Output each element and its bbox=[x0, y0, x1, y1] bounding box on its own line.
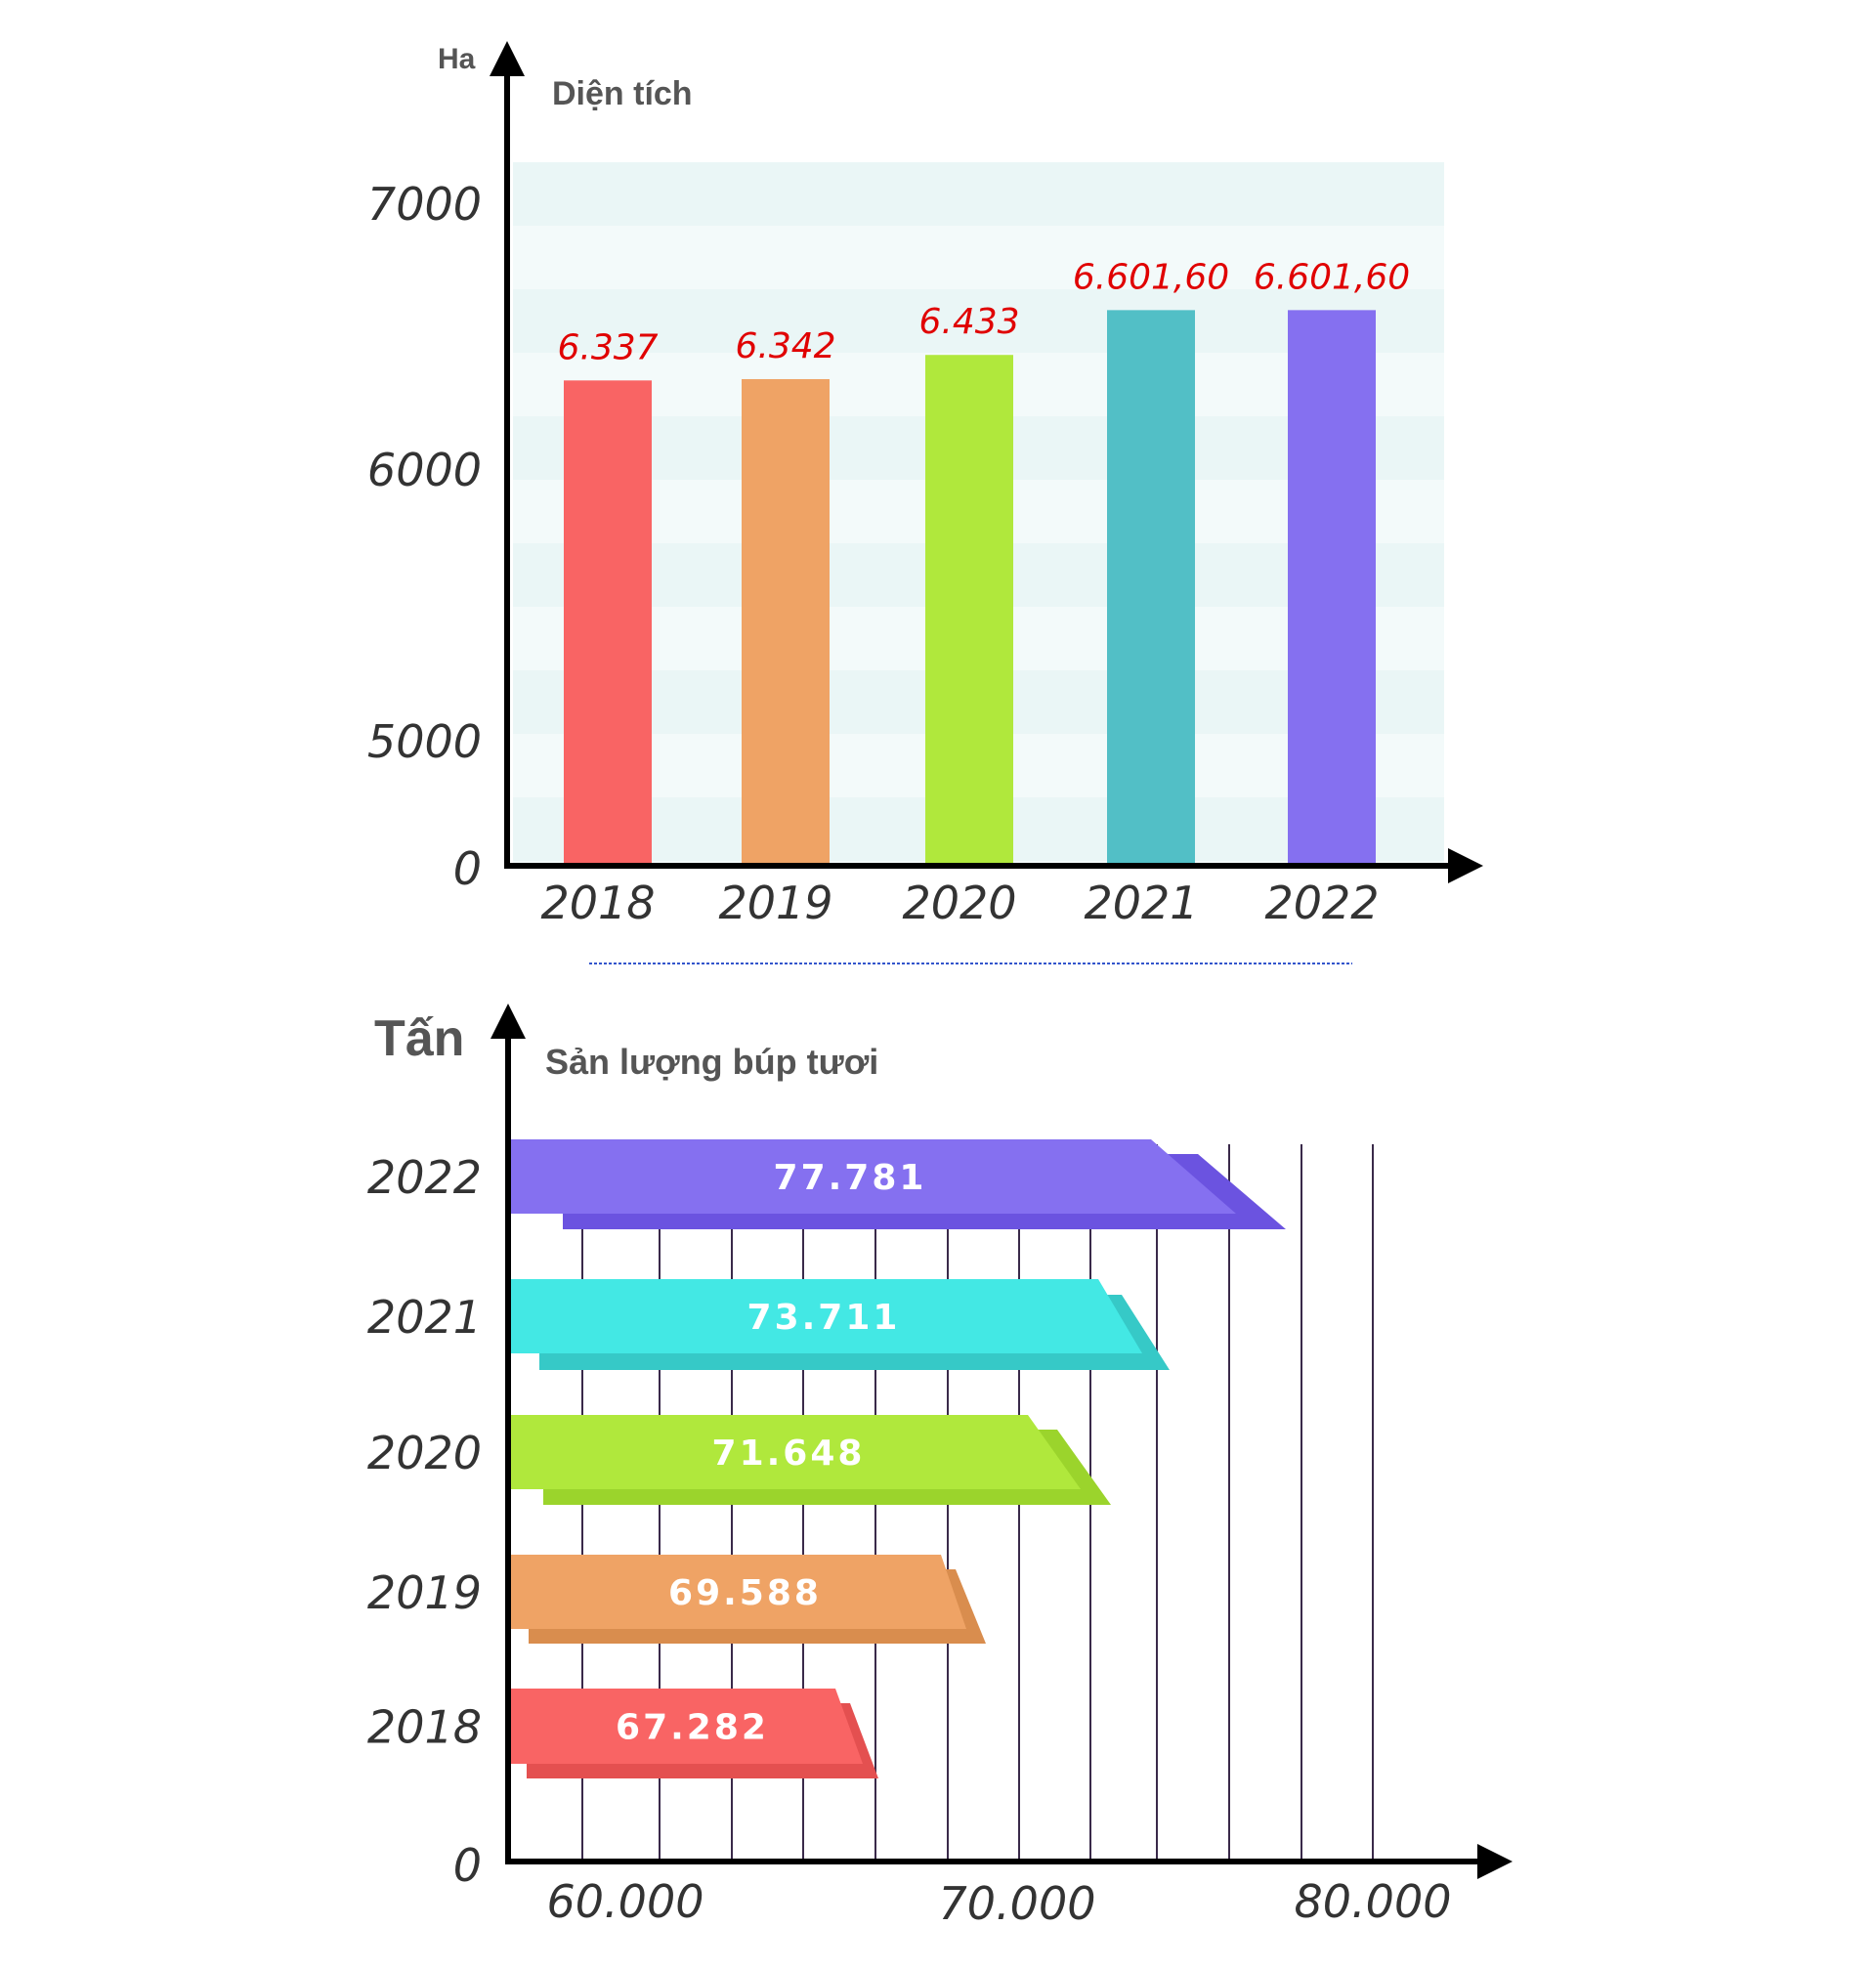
data-label: 6.342 bbox=[735, 326, 835, 366]
y-tick-label: 2020 bbox=[367, 1427, 482, 1479]
y-tick-label: 7000 bbox=[367, 178, 482, 231]
x-tick-label: 80.000 bbox=[1295, 1875, 1452, 1928]
data-label: 6.433 bbox=[918, 302, 1019, 342]
plot-stripe bbox=[513, 162, 1444, 226]
chart-title: Sản lượng búp tươi bbox=[545, 1042, 878, 1082]
data-label: 69.588 bbox=[668, 1573, 822, 1613]
bar-2018 bbox=[564, 380, 652, 864]
bar-2020 bbox=[510, 1415, 1081, 1489]
y-tick-label: 5000 bbox=[367, 715, 482, 768]
x-tick-label: 2018 bbox=[540, 877, 655, 929]
y-tick-label: 6000 bbox=[367, 444, 482, 496]
y-unit-label: Ha bbox=[438, 43, 476, 75]
data-label: 6.601,60 bbox=[1254, 257, 1410, 297]
y-tick-label: 0 bbox=[453, 842, 482, 895]
data-label: 71.648 bbox=[712, 1434, 866, 1474]
y-tick-label: 2021 bbox=[367, 1291, 482, 1344]
origin-label: 0 bbox=[453, 1839, 482, 1892]
x-tick-label: 2022 bbox=[1264, 877, 1379, 929]
x-tick-label: 2021 bbox=[1084, 877, 1198, 929]
y-tick-label: 2019 bbox=[367, 1566, 482, 1619]
data-label: 77.781 bbox=[774, 1158, 927, 1198]
data-label: 67.282 bbox=[616, 1708, 769, 1748]
y-tick-label: 2022 bbox=[367, 1151, 482, 1204]
x-tick-label: 60.000 bbox=[547, 1875, 704, 1928]
y-unit-label: Tấn bbox=[374, 1010, 464, 1067]
bar-2018 bbox=[510, 1689, 863, 1764]
bar-2022 bbox=[1288, 310, 1376, 864]
plot-stripe bbox=[513, 226, 1444, 289]
data-label: 73.711 bbox=[747, 1298, 901, 1338]
x-tick-label: 2020 bbox=[902, 877, 1016, 929]
data-label: 6.337 bbox=[557, 327, 658, 367]
chart-title: Diện tích bbox=[552, 75, 693, 112]
bar-2021 bbox=[510, 1279, 1142, 1353]
x-tick-label: 2019 bbox=[718, 877, 832, 929]
bar-2020 bbox=[925, 355, 1013, 864]
y-tick-label: 2018 bbox=[367, 1701, 482, 1754]
data-label: 6.601,60 bbox=[1073, 257, 1229, 297]
area-bar-chart: Ha Diện tích 6.337 6.342 6.433 6.601,60 6.60… bbox=[367, 41, 1483, 929]
bar-2019 bbox=[510, 1555, 966, 1629]
bar-2022 bbox=[510, 1139, 1236, 1214]
bar-2021 bbox=[1107, 310, 1195, 864]
x-tick-label: 70.000 bbox=[939, 1877, 1096, 1930]
bar-2019 bbox=[742, 378, 830, 864]
production-bar-chart: Tấn Sản lượng búp tươi 77.781 2022 73.711 2… bbox=[367, 1004, 1513, 1930]
